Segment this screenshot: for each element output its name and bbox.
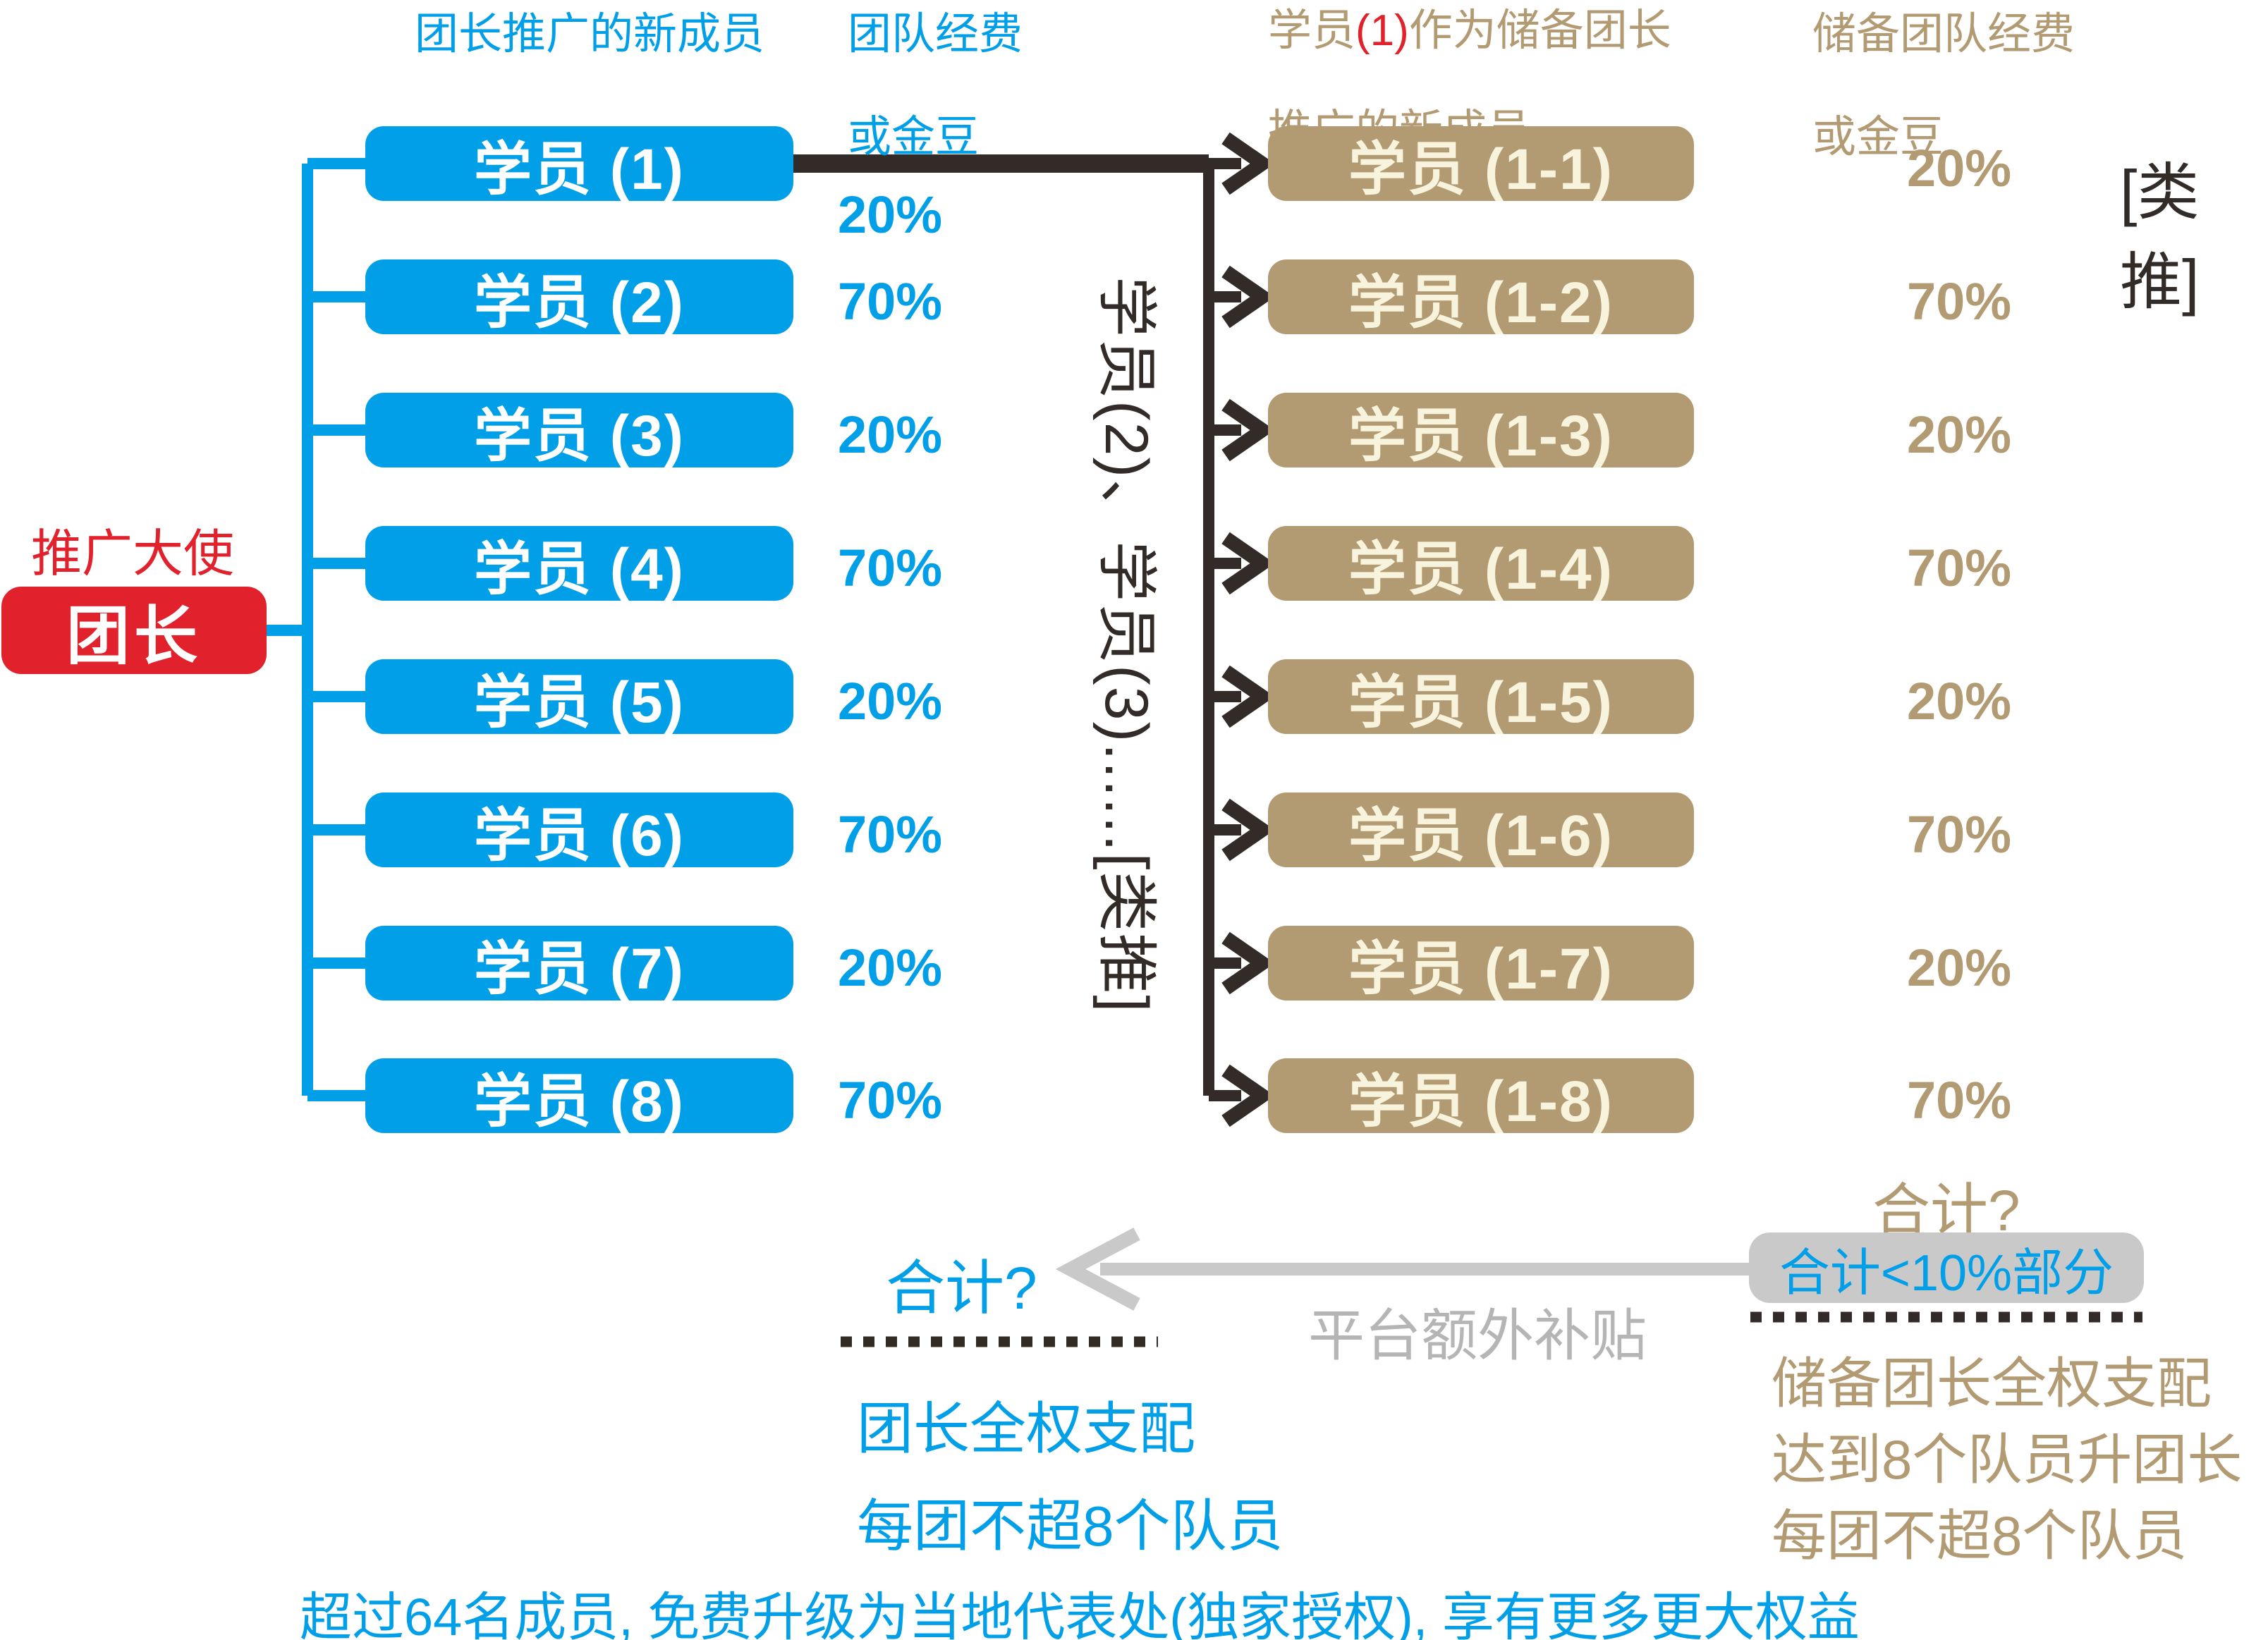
arrowheads xyxy=(1221,132,1275,1127)
percent-right-7: 20% xyxy=(1907,938,2012,997)
reserve-member-box-4: 学员 (1-4) xyxy=(1268,526,1694,601)
header-team-fund-line1: 团队经费 xyxy=(848,10,1023,59)
header-reserve-fund-line1: 储备团队经费 xyxy=(1812,10,2075,59)
reserve-note-2: 达到8个队员升团长 xyxy=(1772,1428,2243,1491)
subsidy-arrow xyxy=(1055,1228,1749,1311)
analogy-note-top: [类推] xyxy=(2120,157,2200,317)
percent-right-6: 70% xyxy=(1907,805,2012,864)
percent-right-8: 70% xyxy=(1907,1071,2012,1130)
header-reserve-fund: 储备团队经费 或金豆 xyxy=(1812,8,2075,163)
header-reserve-suffix: 作为储备团长 xyxy=(1408,6,1671,55)
reserve-member-box-5: 学员 (1-5) xyxy=(1268,659,1694,735)
member-box-5: 学员 (5) xyxy=(365,659,793,735)
footer-upgrade-note: 超过64名成员, 免费升级为当地代表处(独家授权), 享有更多更大权益 xyxy=(300,1588,1860,1640)
percent-right-5: 20% xyxy=(1907,672,2012,730)
leader-note-2: 每团不超8个队员 xyxy=(857,1495,1284,1558)
reserve-member-box-7: 学员 (1-7) xyxy=(1268,926,1694,1001)
vertical-analogy-note: 学员(2)、学员(3)......[类推] xyxy=(1092,276,1160,1014)
percent-right-3: 20% xyxy=(1907,405,2012,464)
reserve-note-3: 每团不超8个队员 xyxy=(1772,1505,2188,1567)
percent-left-7: 20% xyxy=(838,938,943,997)
reserve-member-box-2: 学员 (1-2) xyxy=(1268,259,1694,335)
member-box-2: 学员 (2) xyxy=(365,259,793,335)
percent-right-4: 70% xyxy=(1907,539,2012,597)
percent-left-2: 70% xyxy=(838,272,943,331)
percent-right-1: 20% xyxy=(1907,139,2012,197)
header-reserve-red-number: (1) xyxy=(1355,6,1409,55)
member-box-1: 学员 (1) xyxy=(365,126,793,202)
header-reserve-fund-line2: 或金豆 xyxy=(1812,113,1944,161)
total-question-right: 合计? xyxy=(1872,1179,2020,1243)
platform-subsidy-label: 平台额外补贴 xyxy=(1308,1304,1647,1367)
member-box-4: 学员 (4) xyxy=(365,526,793,601)
total-question-left: 合计? xyxy=(886,1255,1037,1321)
role-label: 推广大使 xyxy=(31,526,235,582)
header-leader-new-members: 团长推广的新成员 xyxy=(415,10,765,59)
leader-box: 团长 xyxy=(1,587,267,674)
leader-note-1: 团长全权支配 xyxy=(857,1397,1195,1460)
reserve-note-1: 储备团长全权支配 xyxy=(1772,1352,2212,1414)
reserve-member-box-6: 学员 (1-6) xyxy=(1268,793,1694,868)
member-box-7: 学员 (7) xyxy=(365,926,793,1001)
black-tree-lines xyxy=(793,132,1275,1127)
header-team-fund-line2: 或金豆 xyxy=(848,113,980,161)
subsidy-cap-box: 合计<10%部分 xyxy=(1749,1232,2144,1303)
header-team-fund: 团队经费 或金豆 xyxy=(848,8,1023,163)
percent-right-2: 70% xyxy=(1907,272,2012,331)
percent-left-5: 20% xyxy=(838,672,943,730)
percent-left-4: 70% xyxy=(838,539,943,597)
reserve-member-box-8: 学员 (1-8) xyxy=(1268,1058,1694,1134)
percent-left-8: 70% xyxy=(838,1071,943,1130)
member-box-6: 学员 (6) xyxy=(365,793,793,868)
member-box-3: 学员 (3) xyxy=(365,393,793,468)
header-reserve-prefix: 学员 xyxy=(1268,6,1356,55)
percent-left-1: 20% xyxy=(838,185,943,244)
member-box-8: 学员 (8) xyxy=(365,1058,793,1134)
percent-left-3: 20% xyxy=(838,405,943,464)
blue-tree-lines xyxy=(265,158,367,1101)
reserve-member-box-1: 学员 (1-1) xyxy=(1268,126,1694,202)
percent-left-6: 70% xyxy=(838,805,943,864)
dotted-separators xyxy=(841,1311,2142,1347)
reserve-member-box-3: 学员 (1-3) xyxy=(1268,393,1694,468)
